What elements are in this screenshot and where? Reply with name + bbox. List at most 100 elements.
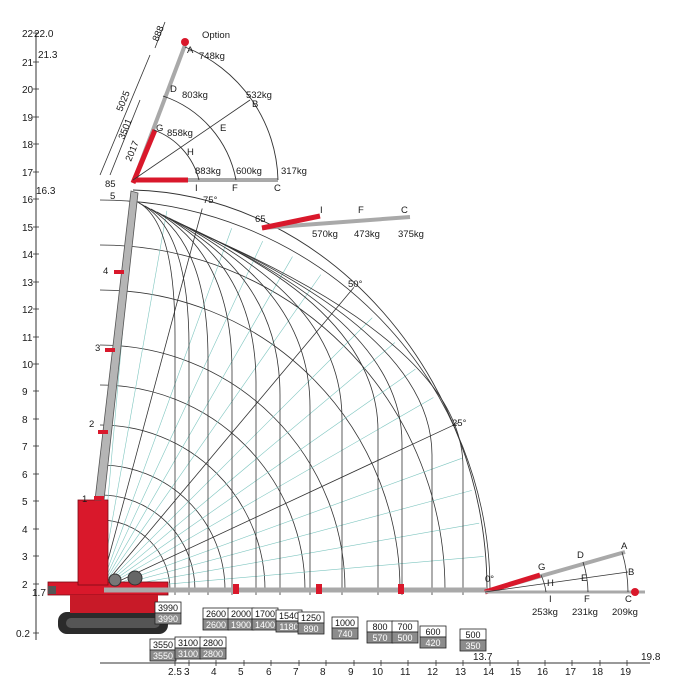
boom-horizontal: 0° A D G B E H I F C 253kg 231kg 209kg [104, 541, 645, 618]
y-tick-label: 15 [22, 223, 34, 234]
boom-section-label: 3 [95, 343, 100, 354]
capacity-upper-value: 3550 [153, 640, 173, 650]
y-extra-top: 22.0 [34, 29, 54, 40]
axes [33, 32, 650, 666]
jib-dim: 888 [151, 24, 167, 43]
y-tick-label: 0.2 [16, 629, 30, 640]
reach-curve [156, 211, 257, 384]
jib-h-id: I [195, 183, 198, 194]
boom-section-label: 4 [103, 266, 108, 277]
capacity-lower-value: 1900 [231, 620, 251, 630]
jib-65-id: C [401, 205, 408, 216]
y-tick-label: 3 [22, 552, 28, 563]
x-tick-label: 14 [483, 667, 495, 678]
sheave [127, 570, 143, 586]
boom-section-marker [114, 270, 124, 274]
teal-ray [99, 342, 396, 591]
dim-line [109, 99, 141, 176]
teal-ray [99, 490, 472, 591]
capacity-upper-value: 500 [465, 630, 480, 640]
jib-0-radial [484, 571, 629, 593]
reach-curve [186, 226, 403, 444]
teal-ray [99, 458, 462, 591]
teal-ray [99, 228, 232, 591]
jib-0-arc [540, 574, 547, 593]
angle-75: 75° [203, 195, 218, 206]
jib-h-load: 600kg [236, 166, 262, 177]
boom-section-label: 1 [82, 494, 87, 505]
angle-0: 0° [485, 574, 494, 585]
jib-point-id: A [187, 45, 194, 56]
angle-50: 50° [348, 279, 363, 290]
y-tick-label: 20 [22, 85, 34, 96]
y-tick-label: 19 [22, 113, 34, 124]
y-tick-label: 13 [22, 278, 34, 289]
jib-65-id: I [320, 205, 323, 216]
jib-65: 65 I F C 570kg 473kg 375kg [255, 205, 424, 240]
jib-0-id: B [628, 567, 634, 578]
boom-section-marker [94, 496, 104, 500]
chassis [70, 595, 158, 613]
jib-dim: 85 [105, 179, 116, 190]
sheave [108, 573, 122, 587]
jib-65-load: 473kg [354, 229, 380, 240]
x-tick-label: 3 [184, 667, 190, 678]
reach-curve [162, 214, 281, 396]
y-tick-label: 14 [22, 250, 34, 261]
jib-0-id: F [584, 594, 590, 605]
y-tick-label: 2 [22, 580, 28, 591]
jib-65-arm-red [261, 213, 321, 231]
angle-65: 65 [255, 214, 266, 225]
x-tick-label: 2.5 [168, 667, 182, 678]
jib-0-id: I [549, 594, 552, 605]
x-tick-label: 11 [400, 667, 411, 678]
jib-0-id: C [625, 594, 632, 605]
jib-top: Option A 748kg D 803kg G 858kg 532kg B E… [99, 21, 307, 194]
jib-dim: 5025 [115, 89, 133, 113]
boom-section-label: 2 [89, 419, 94, 430]
y-tick-label: 10 [22, 360, 34, 371]
capacity-upper-value: 800 [372, 622, 387, 632]
jib-0-arc [621, 551, 629, 593]
y-tick-label: 17 [22, 168, 34, 179]
capacity-box-lower [391, 631, 419, 644]
x-tick-label: 16 [537, 667, 549, 678]
jib-65-arm [261, 215, 411, 230]
capacity-lower-value: 500 [397, 633, 412, 643]
jib-option-label: Option [202, 30, 230, 41]
boom-body [94, 190, 139, 501]
y-tick-label: 8 [22, 415, 28, 426]
x-tick-label: 17 [565, 667, 577, 678]
capacity-box-lower [331, 627, 359, 640]
y-tick-label: 21 [22, 58, 34, 69]
x-tick-label: 19 [620, 667, 632, 678]
jib-arc-inner [153, 129, 200, 181]
jib-arc-outer [184, 46, 279, 181]
jib-0-arm-red [484, 572, 541, 595]
x-extra-reach-max: 19.8 [641, 652, 661, 663]
capacity-upper-value: 600 [425, 627, 440, 637]
jib-65-load: 375kg [398, 229, 424, 240]
jib-point-load: 532kg [246, 90, 272, 101]
y-extra-low: 1.7 [32, 588, 46, 599]
x-tick-label: 5 [238, 667, 244, 678]
boom-h-marker [316, 584, 322, 594]
outrigger-foot [48, 586, 56, 594]
capacity-upper-value: 700 [397, 622, 412, 632]
teal-ray [99, 274, 322, 591]
boom-hydraulic [87, 499, 107, 561]
y-tick-label: 5 [22, 497, 28, 508]
jib-arm-red [130, 129, 158, 184]
capacity-upper-value: 1540 [279, 611, 299, 621]
jib-0-id: G [538, 562, 545, 573]
jib-point-id: B [252, 99, 258, 110]
capacity-box-lower [199, 647, 227, 660]
capacity-lower-value: 2600 [206, 620, 226, 630]
angle-line [99, 422, 459, 591]
capacity-lower-value: 350 [465, 641, 480, 651]
reach-curve [150, 208, 233, 372]
teal-ray [99, 368, 416, 591]
x-extra-reach-main: 13.7 [473, 652, 493, 663]
angle-25: 25° [452, 418, 467, 429]
jib-option-tip [181, 38, 189, 46]
